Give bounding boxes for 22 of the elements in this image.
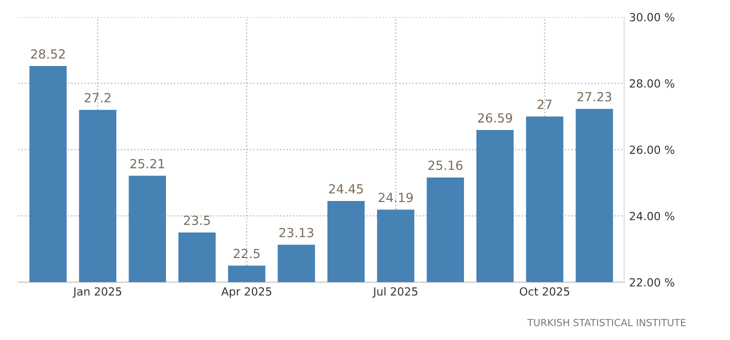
data-label: 25.21 [130,158,164,168]
data-label: 23.13 [279,228,314,238]
data-label: 27 [538,100,552,109]
data-label: 27.23 [577,92,612,102]
data-label: 24.45 [329,184,363,194]
y-tick-label: 24.00 % [630,212,674,220]
data-label: 26.59 [478,113,512,123]
y-tick-label: 22.00 % [630,278,674,287]
y-tick-label: 30.00 % [630,12,674,22]
x-tick-label: Jan 2025 [72,287,122,298]
data-label: 24.19 [378,192,413,202]
data-label: 25.16 [428,160,462,170]
x-tick-label: Oct 2025 [520,287,570,296]
x-tick-label: Apr 2025 [221,287,272,298]
x-tick-label: Jul 2025 [372,287,418,298]
y-tick-label: 26.00 % [630,146,674,154]
data-label: 23.5 [184,216,210,226]
data-label: 28.52 [31,49,65,59]
text: TURKISH STATISTICAL INSTITUTE [527,318,686,326]
data-label: 27.2 [84,92,110,102]
data-label: 22.5 [234,248,260,258]
y-tick-label: 28.00 % [630,79,674,88]
